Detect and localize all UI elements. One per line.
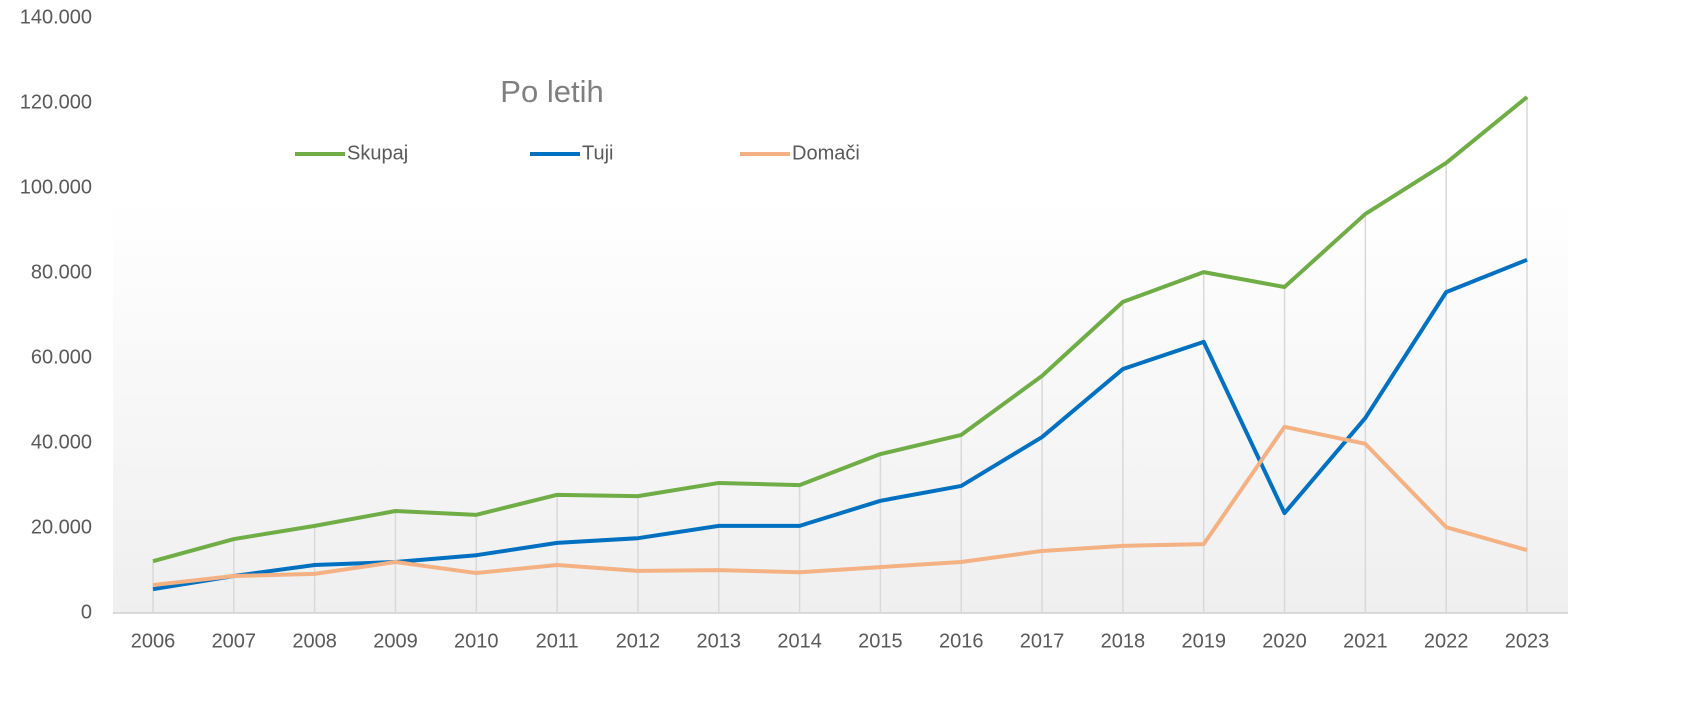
series-line (152, 424, 1528, 587)
y-tick-label: 140.000 (20, 6, 92, 28)
x-tick-label: 2022 (1424, 630, 1469, 652)
x-tick-label: 2023 (1505, 630, 1550, 652)
x-tick-label: 2012 (616, 630, 661, 652)
y-tick-label: 120.000 (20, 91, 92, 113)
x-tick-label: 2016 (939, 630, 984, 652)
x-tick-label: 2019 (1181, 630, 1226, 652)
x-tick-label: 2011 (536, 630, 579, 652)
x-tick-label: 2013 (697, 630, 742, 652)
x-tick-label: 2021 (1343, 630, 1388, 652)
y-tick-label: 0 (81, 601, 92, 623)
y-tick-label: 80.000 (31, 261, 92, 283)
x-tick-label: 2006 (131, 630, 176, 652)
x-tick-label: 2010 (454, 630, 499, 652)
x-tick-label: 2008 (292, 630, 337, 652)
legend-label: Skupaj (347, 142, 408, 164)
x-tick-label: 2017 (1020, 630, 1065, 652)
x-tick-label: 2014 (777, 630, 822, 652)
x-tick-label: 2020 (1262, 630, 1307, 652)
x-tick-label: 2007 (212, 630, 257, 652)
chart-title: Po letih (500, 74, 603, 109)
legend-label: Tuji (582, 142, 613, 164)
x-tick-label: 2009 (373, 630, 418, 652)
y-tick-label: 20.000 (31, 516, 92, 538)
x-tick-label: 2015 (858, 630, 903, 652)
y-tick-label: 60.000 (31, 346, 92, 368)
y-tick-label: 40.000 (31, 431, 92, 453)
series-line (152, 95, 1529, 564)
x-tick-label: 2018 (1101, 630, 1146, 652)
legend-label: Domači (792, 142, 860, 164)
y-tick-label: 100.000 (20, 176, 92, 198)
